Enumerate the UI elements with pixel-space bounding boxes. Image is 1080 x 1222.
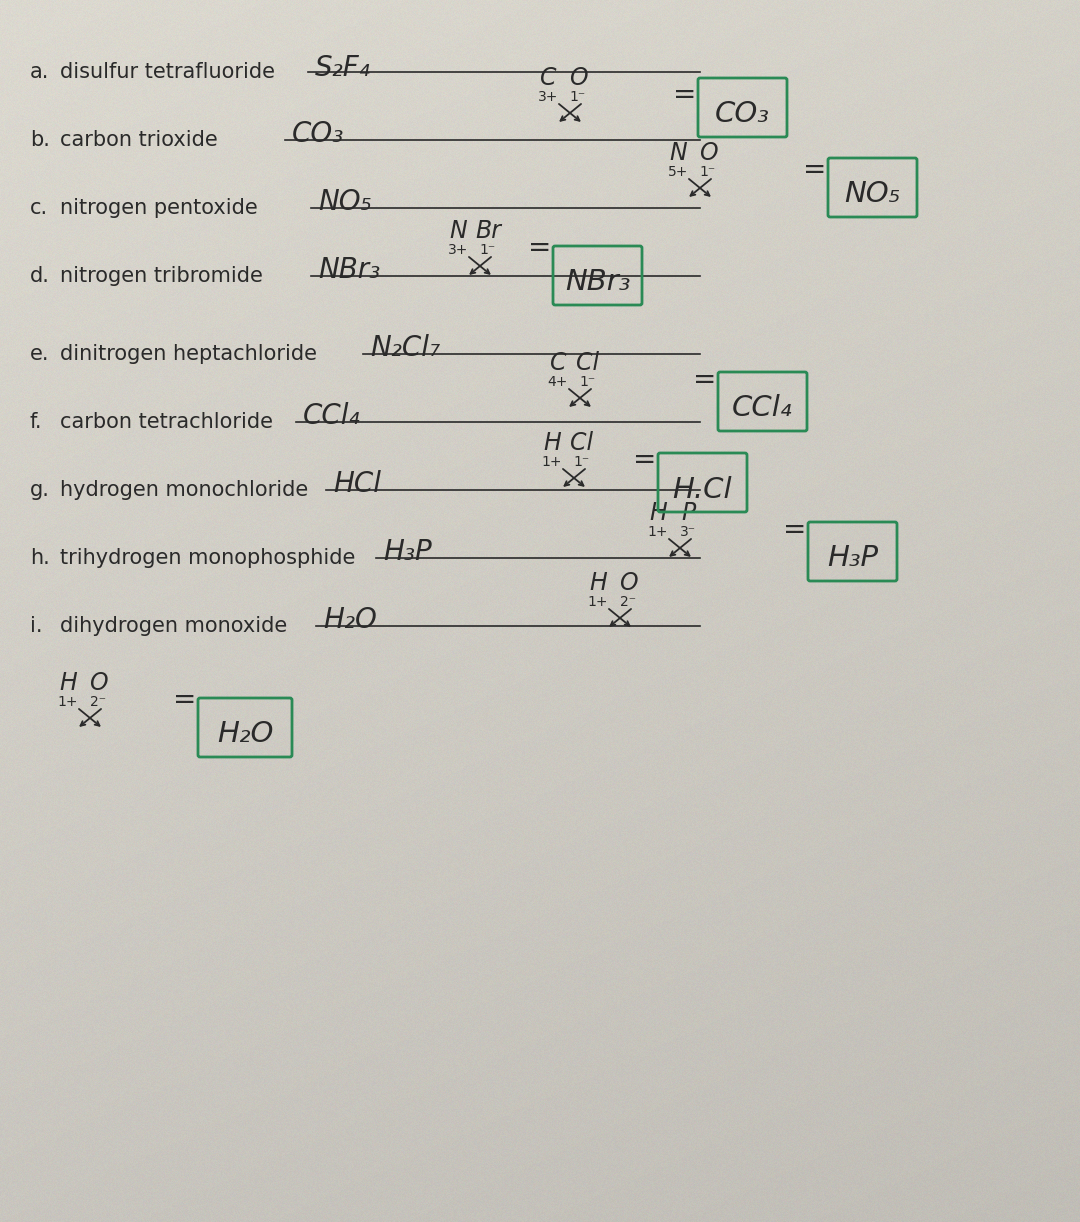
Text: O: O: [569, 66, 588, 90]
Text: H₂O: H₂O: [217, 721, 273, 749]
Text: =: =: [528, 233, 552, 262]
Text: CCl₄: CCl₄: [303, 402, 361, 430]
Text: h.: h.: [30, 547, 50, 568]
Text: dinitrogen heptachloride: dinitrogen heptachloride: [60, 345, 318, 364]
Text: Br: Br: [475, 219, 501, 243]
Text: H₂O: H₂O: [323, 606, 377, 634]
Text: H₃P: H₃P: [827, 545, 878, 572]
Text: carbon trioxide: carbon trioxide: [60, 130, 218, 150]
Text: c.: c.: [30, 198, 49, 218]
Text: Cl: Cl: [577, 351, 599, 375]
Text: N: N: [449, 219, 467, 243]
Text: carbon tetrachloride: carbon tetrachloride: [60, 412, 273, 433]
Text: H.Cl: H.Cl: [673, 475, 732, 503]
Text: 1+: 1+: [648, 525, 669, 539]
Text: H: H: [543, 431, 561, 455]
Text: g.: g.: [30, 480, 50, 500]
Text: disulfur tetrafluoride: disulfur tetrafluoride: [60, 62, 275, 82]
Text: e.: e.: [30, 345, 50, 364]
Text: 2⁻: 2⁻: [90, 695, 106, 709]
Text: 3+: 3+: [538, 90, 558, 104]
Text: trihydrogen monophosphide: trihydrogen monophosphide: [60, 547, 355, 568]
Text: 1+: 1+: [588, 595, 608, 609]
Text: H: H: [59, 671, 77, 695]
Text: P: P: [680, 501, 696, 525]
Text: b.: b.: [30, 130, 50, 150]
Text: 3⁻: 3⁻: [680, 525, 697, 539]
Text: 3+: 3+: [448, 243, 469, 257]
Text: 1⁻: 1⁻: [570, 90, 586, 104]
Text: NBr₃: NBr₃: [318, 255, 380, 284]
Text: 2⁻: 2⁻: [620, 595, 636, 609]
Text: S₂F₄: S₂F₄: [315, 54, 370, 82]
Text: 1+: 1+: [57, 695, 78, 709]
Text: CO₃: CO₃: [715, 100, 770, 128]
Text: =: =: [693, 367, 717, 393]
Text: O: O: [619, 571, 637, 595]
Text: =: =: [673, 81, 697, 109]
Text: C: C: [550, 351, 566, 375]
Text: CCl₄: CCl₄: [732, 395, 793, 423]
Text: f.: f.: [30, 412, 42, 433]
Text: i.: i.: [30, 616, 42, 635]
Text: HCl: HCl: [333, 470, 381, 499]
Text: 5+: 5+: [667, 165, 688, 178]
Text: 4+: 4+: [548, 375, 568, 389]
Text: H: H: [589, 571, 607, 595]
Text: C: C: [540, 66, 556, 90]
Text: NO₅: NO₅: [318, 188, 372, 216]
Text: a.: a.: [30, 62, 50, 82]
Text: 1⁻: 1⁻: [580, 375, 596, 389]
Text: 1⁻: 1⁻: [573, 455, 590, 469]
Text: CO₃: CO₃: [292, 120, 345, 148]
Text: =: =: [633, 446, 657, 474]
Text: N₂Cl₇: N₂Cl₇: [370, 334, 441, 362]
Text: NBr₃: NBr₃: [565, 269, 631, 297]
Text: hydrogen monochloride: hydrogen monochloride: [60, 480, 308, 500]
Text: Cl: Cl: [570, 431, 594, 455]
Text: H₃P: H₃P: [383, 538, 432, 566]
Text: O: O: [699, 141, 717, 165]
Text: 1⁻: 1⁻: [700, 165, 716, 178]
Text: 1⁻: 1⁻: [480, 243, 496, 257]
Text: =: =: [804, 156, 826, 185]
Text: =: =: [783, 516, 807, 544]
Text: nitrogen tribromide: nitrogen tribromide: [60, 266, 262, 286]
Text: 1+: 1+: [542, 455, 563, 469]
Text: nitrogen pentoxide: nitrogen pentoxide: [60, 198, 258, 218]
Text: O: O: [89, 671, 107, 695]
Text: N: N: [670, 141, 687, 165]
Text: d.: d.: [30, 266, 50, 286]
Text: H: H: [649, 501, 666, 525]
Text: NO₅: NO₅: [845, 181, 901, 209]
Text: dihydrogen monoxide: dihydrogen monoxide: [60, 616, 287, 635]
Text: =: =: [173, 686, 197, 714]
